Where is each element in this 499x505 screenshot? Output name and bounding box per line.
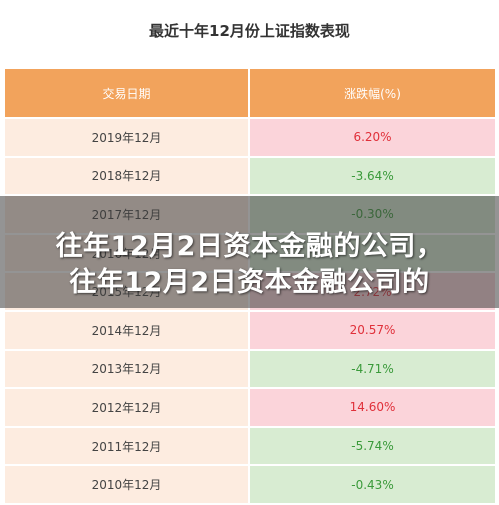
table-row: 2012年12月 14.60%	[5, 389, 495, 428]
date-cell: 2011年12月	[5, 427, 250, 465]
change-cell: 6.20%	[250, 119, 495, 156]
change-cell: -3.64%	[250, 157, 495, 195]
date-cell: 2019年12月	[5, 119, 250, 156]
header-change: 涨跌幅(%)	[250, 69, 495, 117]
table-title: 最近十年12月份上证指数表现	[149, 22, 350, 40]
headline-line-2: 往年12月2日资本金融公司的	[69, 267, 430, 298]
date-cell: 2014年12月	[5, 311, 250, 349]
table-row: 2013年12月 -4.71%	[5, 350, 495, 390]
table-row: 2011年12月 -5.74%	[5, 427, 495, 467]
date-cell: 2012年12月	[5, 389, 250, 426]
headline-line-1: 往年12月2日资本金融的公司，	[55, 231, 444, 262]
date-cell: 2018年12月	[5, 157, 250, 195]
change-cell: 20.57%	[250, 311, 495, 349]
table-header-row: 交易日期 涨跌幅(%)	[5, 69, 495, 119]
table-row: 2018年12月 -3.64%	[5, 157, 495, 197]
headline-overlay	[0, 196, 499, 308]
change-cell: -5.74%	[250, 427, 495, 465]
date-cell: 2010年12月	[5, 466, 250, 503]
change-cell: -0.43%	[250, 466, 495, 503]
change-cell: 14.60%	[250, 389, 495, 426]
header-date: 交易日期	[5, 69, 250, 117]
table-row: 2019年12月 6.20%	[5, 119, 495, 158]
date-cell: 2013年12月	[5, 350, 250, 388]
table-row: 2010年12月 -0.43%	[5, 466, 495, 505]
table-row: 2014年12月 20.57%	[5, 311, 495, 351]
change-cell: -4.71%	[250, 350, 495, 388]
